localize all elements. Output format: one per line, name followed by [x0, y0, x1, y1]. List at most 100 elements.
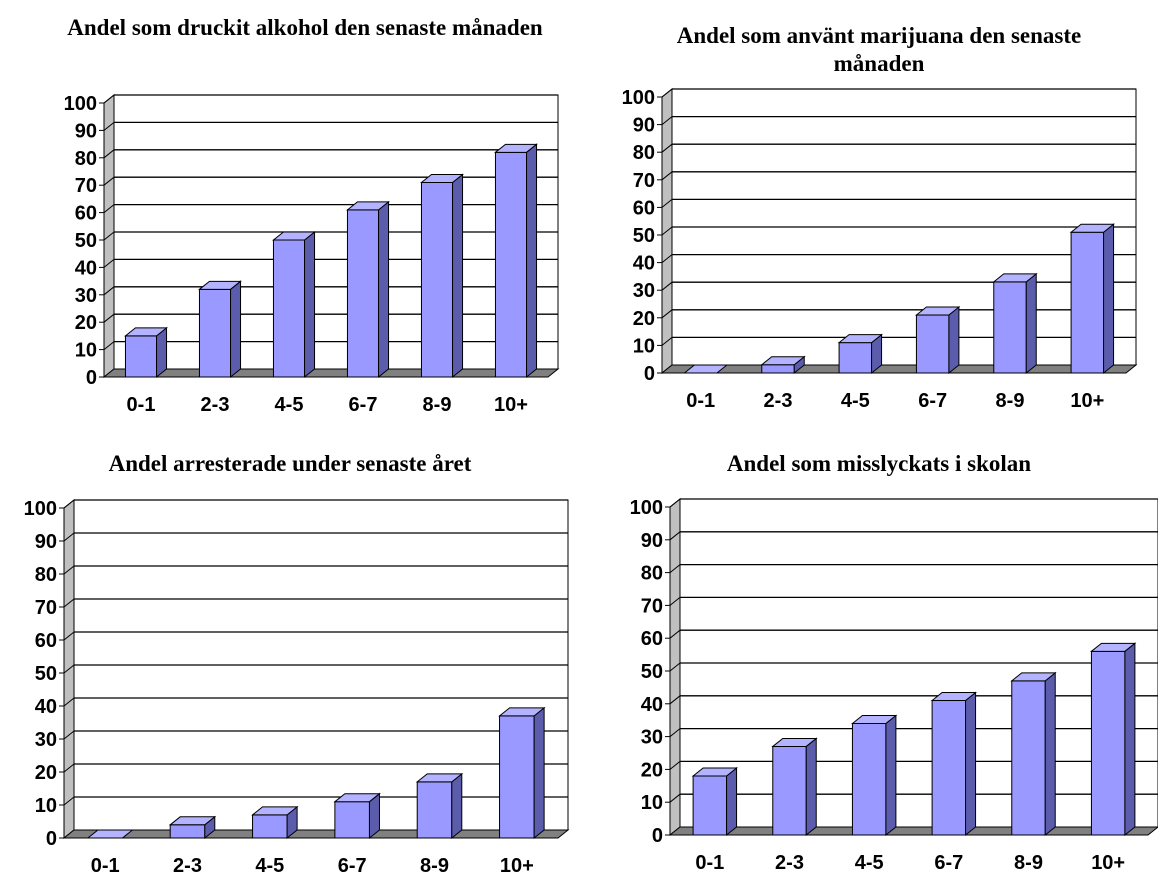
x-tick-label: 6-7 — [349, 394, 378, 416]
bar-top — [168, 816, 217, 826]
gridline-side — [669, 695, 681, 705]
bar — [346, 209, 380, 378]
bar — [494, 151, 528, 378]
bar-side — [1124, 642, 1136, 837]
gridline-side — [103, 341, 115, 350]
bar — [993, 281, 1027, 374]
y-tick-label: 90 — [633, 115, 655, 137]
bar-top — [837, 334, 883, 344]
bar-side — [451, 772, 463, 840]
bar-side — [805, 737, 817, 837]
gridline-side — [103, 313, 115, 323]
y-tick-label: 10 — [633, 335, 655, 357]
bar-top — [930, 692, 977, 702]
y-tick-label: 100 — [64, 93, 97, 115]
y-tick-label: 100 — [24, 498, 57, 520]
x-tick-label: 0-1 — [686, 390, 715, 412]
chart-school-failure: Andel som misslyckats i skolan 0 10 20 30 40… — [600, 440, 1158, 878]
x-tick-label: 2-3 — [775, 852, 804, 874]
gridline-side — [63, 631, 75, 641]
bar — [915, 314, 950, 374]
y-tick-label: 20 — [35, 762, 57, 784]
bar-side — [304, 230, 316, 379]
bar — [1090, 650, 1126, 836]
x-tick-label: 4-5 — [275, 394, 304, 416]
bar — [420, 181, 454, 378]
gridline-side — [103, 176, 115, 186]
gridline-side — [661, 199, 673, 208]
y-tick-label: 40 — [633, 253, 655, 275]
bar-side — [526, 143, 538, 379]
bar-top — [86, 829, 134, 839]
gridline-side — [661, 171, 673, 181]
bar-top — [198, 280, 242, 290]
gridline-side — [661, 309, 673, 319]
bar — [252, 814, 288, 839]
bar-top — [494, 143, 538, 153]
y-tick-label: 40 — [641, 694, 663, 716]
bar-top — [498, 707, 546, 717]
bar — [851, 722, 887, 836]
x-tick-label: 0-1 — [91, 855, 120, 877]
x-tick-label: 6-7 — [918, 390, 947, 412]
x-tick-label: 6-7 — [934, 852, 963, 874]
gridline-side — [103, 204, 115, 213]
bar-top — [333, 793, 381, 803]
bar-top — [415, 773, 464, 783]
y-tick-label: 80 — [641, 563, 663, 585]
bar-top — [915, 306, 961, 316]
chart-plot: 0 10 20 30 40 50 60 70 80 90 100 0-1 2-3 4-5 6-7 8-9 10+ — [622, 87, 1138, 412]
gridline-side — [669, 761, 681, 770]
gridline-side — [661, 88, 673, 98]
x-tick-label: 0-1 — [695, 852, 724, 874]
y-tick-label: 30 — [633, 280, 655, 302]
bar-top — [992, 273, 1038, 283]
x-tick-label: 10+ — [1070, 390, 1104, 412]
bar-top — [760, 356, 806, 366]
y-tick-label: 70 — [633, 170, 655, 192]
bar-top — [851, 714, 898, 724]
bar — [1070, 231, 1105, 374]
gridline-side — [63, 796, 75, 806]
y-tick-label: 30 — [35, 729, 57, 751]
y-tick-label: 100 — [622, 87, 655, 109]
x-tick-label: 4-5 — [841, 390, 870, 412]
bar-top — [683, 364, 729, 374]
gridline-side — [669, 629, 681, 639]
x-tick-label: 8-9 — [420, 855, 449, 877]
gridline-side — [63, 499, 75, 509]
x-tick-label: 2-3 — [764, 390, 793, 412]
gridline-side — [669, 728, 681, 737]
y-tick-label: 30 — [641, 727, 663, 749]
y-tick-label: 30 — [75, 285, 97, 307]
bar — [1011, 680, 1046, 836]
gridline-side — [103, 286, 115, 296]
y-tick-label: 50 — [75, 230, 97, 252]
bar — [124, 335, 158, 378]
x-tick-label: 2-3 — [201, 394, 230, 416]
plot-floor — [668, 826, 1158, 836]
gridline-side — [63, 664, 75, 674]
bar — [761, 364, 795, 374]
bar-top — [691, 767, 738, 777]
bar-top — [346, 201, 390, 211]
y-tick-label: 0 — [86, 367, 97, 389]
y-tick-label: 70 — [75, 175, 97, 197]
y-tick-label: 100 — [630, 497, 663, 519]
chart-title: Andel som använt marijuana den senaste m… — [676, 23, 1082, 76]
bar — [931, 700, 967, 836]
bar-side — [230, 280, 242, 379]
y-tick-label: 80 — [35, 564, 57, 586]
bar-side — [533, 706, 545, 840]
y-tick-label: 60 — [633, 197, 655, 219]
gridline-side — [661, 226, 673, 236]
plot-floor — [102, 368, 560, 378]
bar-side — [378, 200, 390, 379]
chart-title: Andel som druckit alkohol den senaste må… — [67, 15, 543, 40]
y-tick-label: 60 — [75, 203, 97, 225]
y-tick-label: 10 — [35, 795, 57, 817]
bar — [416, 781, 453, 839]
y-tick-label: 90 — [641, 530, 663, 552]
gridline-side — [63, 598, 75, 608]
bar-side — [1025, 272, 1037, 375]
